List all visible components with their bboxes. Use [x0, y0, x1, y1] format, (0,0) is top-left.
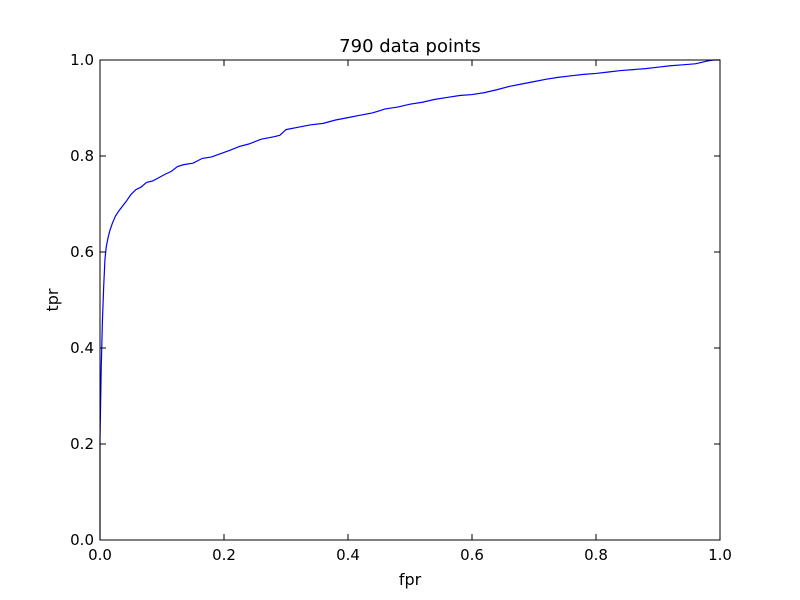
y-tick-label: 0.4 [70, 339, 94, 357]
x-tick-label: 0.2 [212, 546, 236, 564]
plot-frame [99, 59, 721, 541]
x-tick-label: 0.0 [88, 546, 112, 564]
y-tick-label: 0.6 [70, 243, 94, 261]
x-tick-label: 1.0 [708, 546, 732, 564]
y-axis-label: tpr [43, 288, 62, 311]
y-tick-label: 0.8 [70, 147, 94, 165]
x-tick-label: 0.4 [336, 546, 360, 564]
x-axis-label: fpr [399, 570, 422, 589]
plot-area [99, 59, 720, 540]
x-tick-label: 0.8 [584, 546, 608, 564]
x-axis-ticks: 0.0 0.2 0.4 0.6 0.8 1.0 [88, 60, 732, 564]
y-tick-label: 0.2 [70, 435, 94, 453]
y-tick-label: 0.0 [70, 531, 94, 549]
y-axis-ticks: 0.0 0.2 0.4 0.6 0.8 1.0 [70, 51, 720, 549]
series-line-0 [99, 59, 720, 540]
chart-title: 790 data points [339, 36, 481, 57]
x-tick-label: 0.6 [460, 546, 484, 564]
y-tick-label: 1.0 [70, 51, 94, 69]
